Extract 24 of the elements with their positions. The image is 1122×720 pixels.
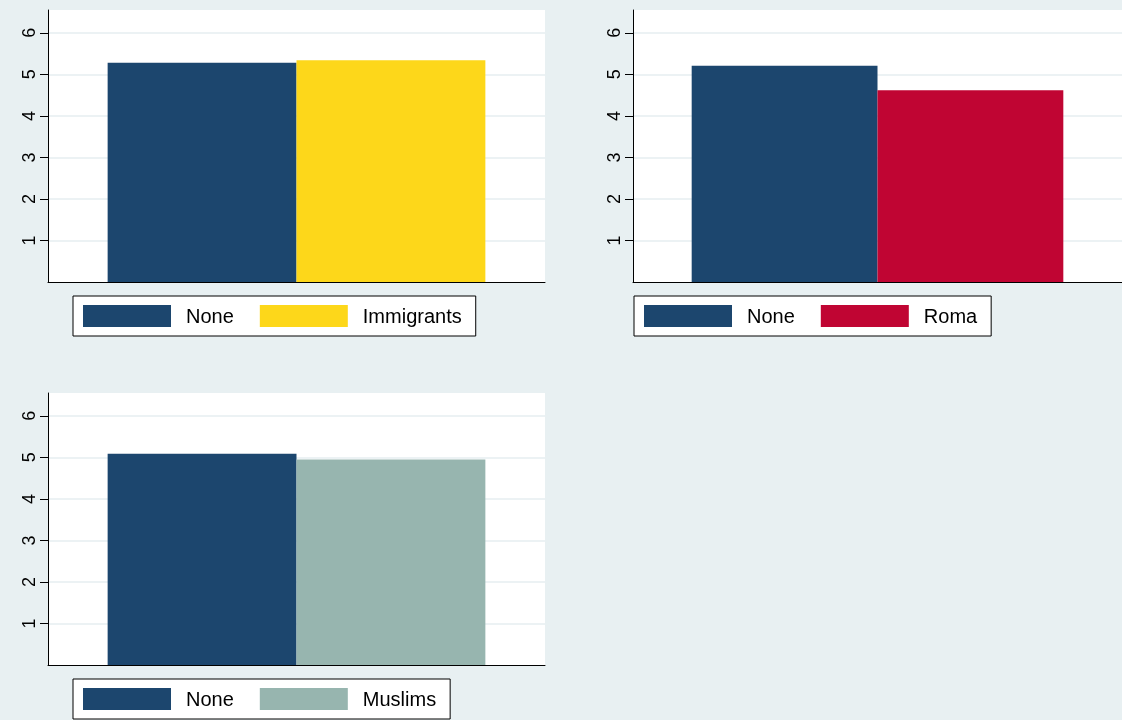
y-tick-label: 5	[604, 69, 624, 80]
y-tick-label: 6	[19, 410, 39, 421]
y-tick-label: 3	[604, 152, 624, 163]
y-tick-label: 1	[19, 235, 39, 246]
y-tick-label: 6	[604, 27, 624, 38]
y-tick-label: 2	[604, 193, 624, 204]
legend-label: None	[747, 305, 795, 327]
y-tick-label: 1	[19, 618, 39, 629]
y-tick-label: 4	[604, 110, 624, 121]
legend-label: None	[186, 305, 234, 327]
y-tick-label: 5	[19, 452, 39, 463]
legend-label: None	[186, 688, 234, 710]
y-tick-label: 3	[19, 535, 39, 546]
legend-label: Roma	[923, 305, 979, 327]
y-tick-label: 6	[19, 27, 39, 38]
y-tick-label: 4	[19, 493, 39, 504]
y-tick-label: 2	[19, 576, 39, 587]
legend-label: Muslims	[362, 688, 437, 710]
legend-label: Immigrants	[362, 305, 462, 327]
y-tick-label: 5	[19, 69, 39, 80]
y-tick-label: 3	[19, 152, 39, 163]
y-tick-label: 2	[19, 193, 39, 204]
y-tick-label: 4	[19, 110, 39, 121]
y-tick-label: 1	[604, 235, 624, 246]
